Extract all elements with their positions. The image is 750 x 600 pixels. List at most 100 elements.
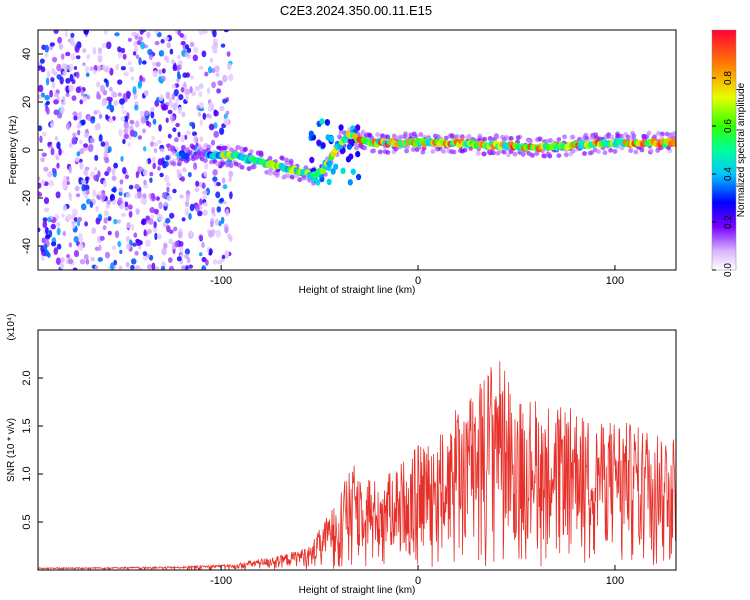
spectrogram-noise-cell (143, 229, 147, 237)
spectrogram-noise-cell (158, 201, 163, 210)
spectrogram-noise-cell (171, 93, 175, 101)
spectrogram-noise-cell (105, 41, 112, 50)
spectrogram-noise-cell (71, 79, 76, 85)
spectrogram-noise-cell (214, 65, 220, 73)
spectrogram-noise-cell (177, 55, 181, 60)
spectrogram-transition-cell (319, 118, 325, 125)
spectrogram-transition-cell (324, 119, 330, 126)
spectrogram-halo-cell (284, 157, 289, 163)
spectrogram-noise-cell (43, 197, 50, 205)
spectrogram-noise-cell (122, 167, 127, 174)
spectrogram-noise-cell (199, 102, 204, 109)
spectrogram-transition-cell (340, 167, 346, 174)
spectrogram-halo-cell (338, 129, 344, 135)
spectrogram-halo-cell (248, 149, 254, 155)
spectrogram-noise-cell (55, 155, 60, 161)
spectrogram-ridge-cell (672, 140, 676, 147)
spectrogram-noise-cell (179, 245, 184, 253)
spectrogram-noise-cell (137, 135, 143, 140)
spectrogram-noise-cell (42, 220, 48, 229)
spectrogram-noise-cell (201, 265, 207, 270)
spectrogram-noise-cell (83, 171, 89, 177)
spectrogram-noise-cell (74, 45, 80, 53)
spectrogram-noise-cell (49, 89, 53, 98)
spectrogram-noise-cell (60, 53, 65, 60)
spectrogram-noise-cell (114, 230, 120, 239)
spectrogram-noise-cell (168, 229, 174, 234)
spectrogram-halo-cell (451, 149, 457, 155)
spectrogram-noise-cell (84, 66, 90, 73)
chart-title: C2E3.2024.350.00.11.E15 (280, 3, 432, 18)
spectrogram-halo-cell (443, 135, 449, 141)
spectrogram-noise-cell (150, 141, 155, 147)
spectrogram-noise-cell (45, 100, 51, 106)
spectrogram-noise-cell (195, 204, 200, 212)
spectrogram-noise-cell (141, 60, 147, 65)
spectrogram-noise-cell (167, 133, 172, 139)
spectrogram-noise-cell (199, 119, 203, 126)
spectrogram-noise-cell (111, 175, 117, 181)
spectrogram-noise-cell (97, 55, 103, 63)
spectrogram-transition-cell (356, 173, 362, 181)
spectrogram-noise-cell (221, 254, 226, 259)
spectrogram-noise-cell (154, 266, 160, 270)
spectrogram-halo-cell (223, 145, 228, 151)
spectrogram-noise-cell (176, 64, 182, 71)
spectrogram-noise-cell (174, 240, 180, 248)
spectrogram-noise-cell (89, 201, 94, 208)
spectrogram-noise-cell (139, 110, 145, 118)
spectrogram-noise-cell (198, 83, 204, 90)
spectrogram-noise-cell (84, 221, 88, 227)
spectrogram-noise-cell (113, 162, 118, 169)
spectrogram-noise-cell (134, 104, 139, 111)
spectrogram-halo-cell (475, 151, 481, 156)
spectrogram-noise-cell (93, 69, 97, 75)
spectrogram-halo-cell (170, 145, 176, 151)
spectrogram-noise-cell (184, 134, 188, 140)
spectrogram-noise-cell (210, 139, 216, 146)
spectrogram-halo-cell (639, 147, 645, 153)
spectrogram-noise-cell (75, 193, 81, 198)
spectrogram-noise-cell (65, 77, 71, 84)
spectrogram-halo-cell (251, 164, 257, 170)
spectrogram-noise-cell (189, 41, 195, 48)
spectrogram-noise-cell (188, 264, 193, 269)
spectrogram-noise-cell (147, 264, 153, 270)
spectrogram-ridge-cell (319, 167, 326, 175)
spectrogram-noise-cell (119, 98, 125, 105)
spectrogram-noise-cell (171, 83, 176, 89)
spectrogram-halo-cell (430, 149, 436, 154)
spectrogram-noise-cell (85, 258, 90, 265)
spectrogram-halo-cell (648, 148, 654, 154)
snr-panel: -100 0 100 0.5 1.0 1.5 2.0 Height of straight … (6, 313, 677, 596)
spectrogram-noise-cell (202, 195, 208, 200)
spectrogram-noise-cell (119, 249, 123, 254)
spectrogram-noise-cell (43, 207, 50, 213)
spectrogram-noise-cell (123, 121, 129, 129)
spectrogram-noise-cell (62, 96, 66, 102)
spectrogram-halo-cell (441, 149, 447, 155)
spectrogram-noise-cell (120, 66, 126, 71)
spectrogram-halo-cell (482, 151, 487, 157)
spectrogram-halo-cell (672, 131, 676, 136)
spectrogram-noise-cell (117, 79, 123, 85)
spectrogram-halo-cell (589, 150, 595, 155)
spectrogram-noise-cell (153, 208, 159, 215)
colorbar-ticks: 0.0 0.2 0.4 0.6 0.8 (712, 71, 734, 277)
spectrogram-noise-cell (192, 54, 198, 62)
spectrogram-noise-cell (120, 116, 126, 122)
spectrogram-noise-cell (123, 128, 129, 135)
spectrogram-noise-cell (150, 214, 154, 220)
spectrogram-noise-cell (70, 53, 76, 61)
spectrogram-noise-cell (195, 180, 200, 187)
spectrogram-noise-cell (182, 167, 187, 173)
spectrogram-halo-cell (664, 131, 670, 137)
spectrogram-noise-cell (225, 208, 229, 216)
spectrogram-noise-cell (104, 251, 111, 259)
spectrogram-noise-cell (73, 250, 80, 258)
spectrogram-noise-cell (99, 235, 105, 241)
spectrogram-halo-cell (404, 148, 409, 154)
spectrogram-noise-cell (135, 238, 140, 243)
spectrogram-noise-cell (103, 150, 109, 158)
